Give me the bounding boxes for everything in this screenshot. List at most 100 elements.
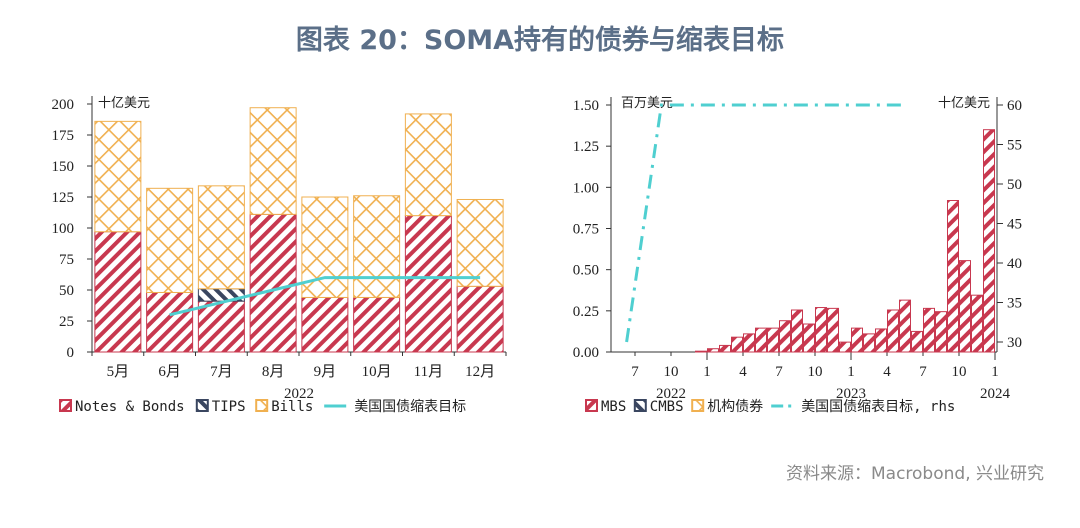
y-tick-label: 1.50 <box>573 98 599 114</box>
unit-label: 十亿美元 <box>98 96 150 111</box>
bar-mbs <box>971 294 983 353</box>
y-tick-label: 175 <box>52 128 75 144</box>
bar-notes-bonds <box>456 285 504 353</box>
legend-swatch <box>195 399 209 412</box>
x-tick-label: 10 <box>808 364 823 380</box>
x-tick-label: 1 <box>991 364 999 380</box>
bar-mbs <box>803 323 815 353</box>
x-tick-label: 5月 <box>107 364 130 380</box>
bar-bills <box>249 107 297 215</box>
bar-notes-bonds <box>353 296 401 353</box>
x-tick-label: 4 <box>739 364 747 380</box>
x-tick-label: 10 <box>952 364 967 380</box>
year-label: 2024 <box>980 386 1011 402</box>
y-tick-label: 1.00 <box>573 180 599 196</box>
line-target-rhs <box>625 103 905 343</box>
y2-tick-label: 30 <box>1007 335 1022 351</box>
x-tick-label: 10 <box>664 364 679 380</box>
y2-tick-label: 55 <box>1007 138 1022 154</box>
bar-mbs <box>815 307 827 353</box>
bar-mbs <box>959 260 971 353</box>
x-tick-label: 11月 <box>414 364 443 380</box>
bar-mbs <box>863 333 875 353</box>
bar-notes-bonds <box>94 231 142 353</box>
chart-soma-mbs: 0.00 0.25 0.50 0.75 1.00 1.25 1.50 30 35 40 45 50 55… <box>573 96 1022 415</box>
unit-label-left: 百万美元 <box>621 96 673 111</box>
year-label: 2022 <box>284 386 314 402</box>
bar-mbs <box>899 299 911 353</box>
y-tick-label: 25 <box>59 314 74 330</box>
bar-bills <box>94 120 142 233</box>
legend-swatch <box>59 399 72 412</box>
legend-label: 美国国债缩表目标 <box>354 399 466 415</box>
bar-mbs <box>947 200 959 353</box>
year-label: 2022 <box>656 386 686 402</box>
bar-mbs <box>851 327 863 353</box>
x-tick-label: 9月 <box>314 364 337 380</box>
x-tick-label: 10月 <box>362 364 392 380</box>
bar-mbs <box>743 333 755 353</box>
y-tick-label: 0.50 <box>573 263 599 279</box>
y-tick-label: 0.75 <box>573 222 599 238</box>
legend-label: CMBS <box>650 399 684 415</box>
x-tick-label: 6月 <box>158 364 181 380</box>
bar-mbs <box>731 336 743 353</box>
bar-mbs <box>707 348 719 353</box>
x-tick-label: 12月 <box>465 364 495 380</box>
legend-swatch <box>255 399 269 412</box>
bar-bills <box>456 198 504 287</box>
bar-mbs <box>755 327 767 353</box>
legend-swatch <box>691 399 705 412</box>
y-tick-label: 50 <box>59 283 74 299</box>
bar-bills <box>353 195 401 298</box>
bar-mbs <box>923 307 935 353</box>
chart-soma-treasuries: 0 25 50 75 100 125 150 175 200 十亿美元 5月 6月 7月 8月 9月 10月 1… <box>52 96 507 415</box>
legend-label: 机构债券 <box>707 399 763 415</box>
bar-notes-bonds <box>404 215 452 353</box>
bar-mbs <box>767 327 779 353</box>
bar-mbs <box>887 309 899 353</box>
legend-label: 美国国债缩表目标, rhs <box>801 399 955 415</box>
y-tick-label: 0.25 <box>573 304 599 320</box>
y-tick-label: 100 <box>52 221 75 237</box>
y-tick-label: 200 <box>52 97 75 113</box>
bar-notes-bonds <box>249 213 297 353</box>
x-tick-label: 7 <box>775 364 783 380</box>
legend-swatch <box>633 399 647 412</box>
x-tick-label: 7月 <box>210 364 233 380</box>
bar-notes-bonds <box>146 291 194 353</box>
bar-mbs <box>875 328 887 353</box>
y-tick-label: 0 <box>67 345 75 361</box>
bar-mbs <box>695 350 707 353</box>
y2-tick-label: 50 <box>1007 177 1022 193</box>
bar-bills <box>404 113 452 217</box>
bar-mbs <box>791 309 803 353</box>
x-tick-label: 1 <box>847 364 855 380</box>
y-tick-label: 150 <box>52 159 75 175</box>
bar-mbs <box>779 320 791 353</box>
bar-mbs <box>911 330 923 353</box>
y2-tick-label: 35 <box>1007 296 1022 312</box>
legend-label: TIPS <box>212 399 246 415</box>
bar-mbs <box>827 307 839 353</box>
figure-title: 图表 20：SOMA持有的债券与缩表目标 <box>295 25 785 56</box>
source-note: 资料来源：Macrobond, 兴业研究 <box>785 464 1044 484</box>
legend-swatch <box>585 399 598 412</box>
y-tick-label: 1.25 <box>573 139 599 155</box>
bar-bills <box>197 185 245 290</box>
year-label: 2023 <box>836 386 866 402</box>
unit-label-right: 十亿美元 <box>938 96 990 111</box>
bar-mbs <box>983 129 995 353</box>
y2-tick-label: 45 <box>1007 217 1022 233</box>
x-tick-label: 8月 <box>262 364 285 380</box>
bar-mbs <box>839 341 851 353</box>
x-tick-label: 4 <box>883 364 891 380</box>
bar-notes-bonds <box>301 296 349 353</box>
y-tick-label: 0.00 <box>573 345 599 361</box>
y2-tick-label: 40 <box>1007 256 1022 272</box>
legend-label: MBS <box>601 399 626 415</box>
bar-notes-bonds <box>197 300 245 353</box>
x-tick-label: 1 <box>703 364 711 380</box>
y2-tick-label: 60 <box>1007 98 1022 114</box>
